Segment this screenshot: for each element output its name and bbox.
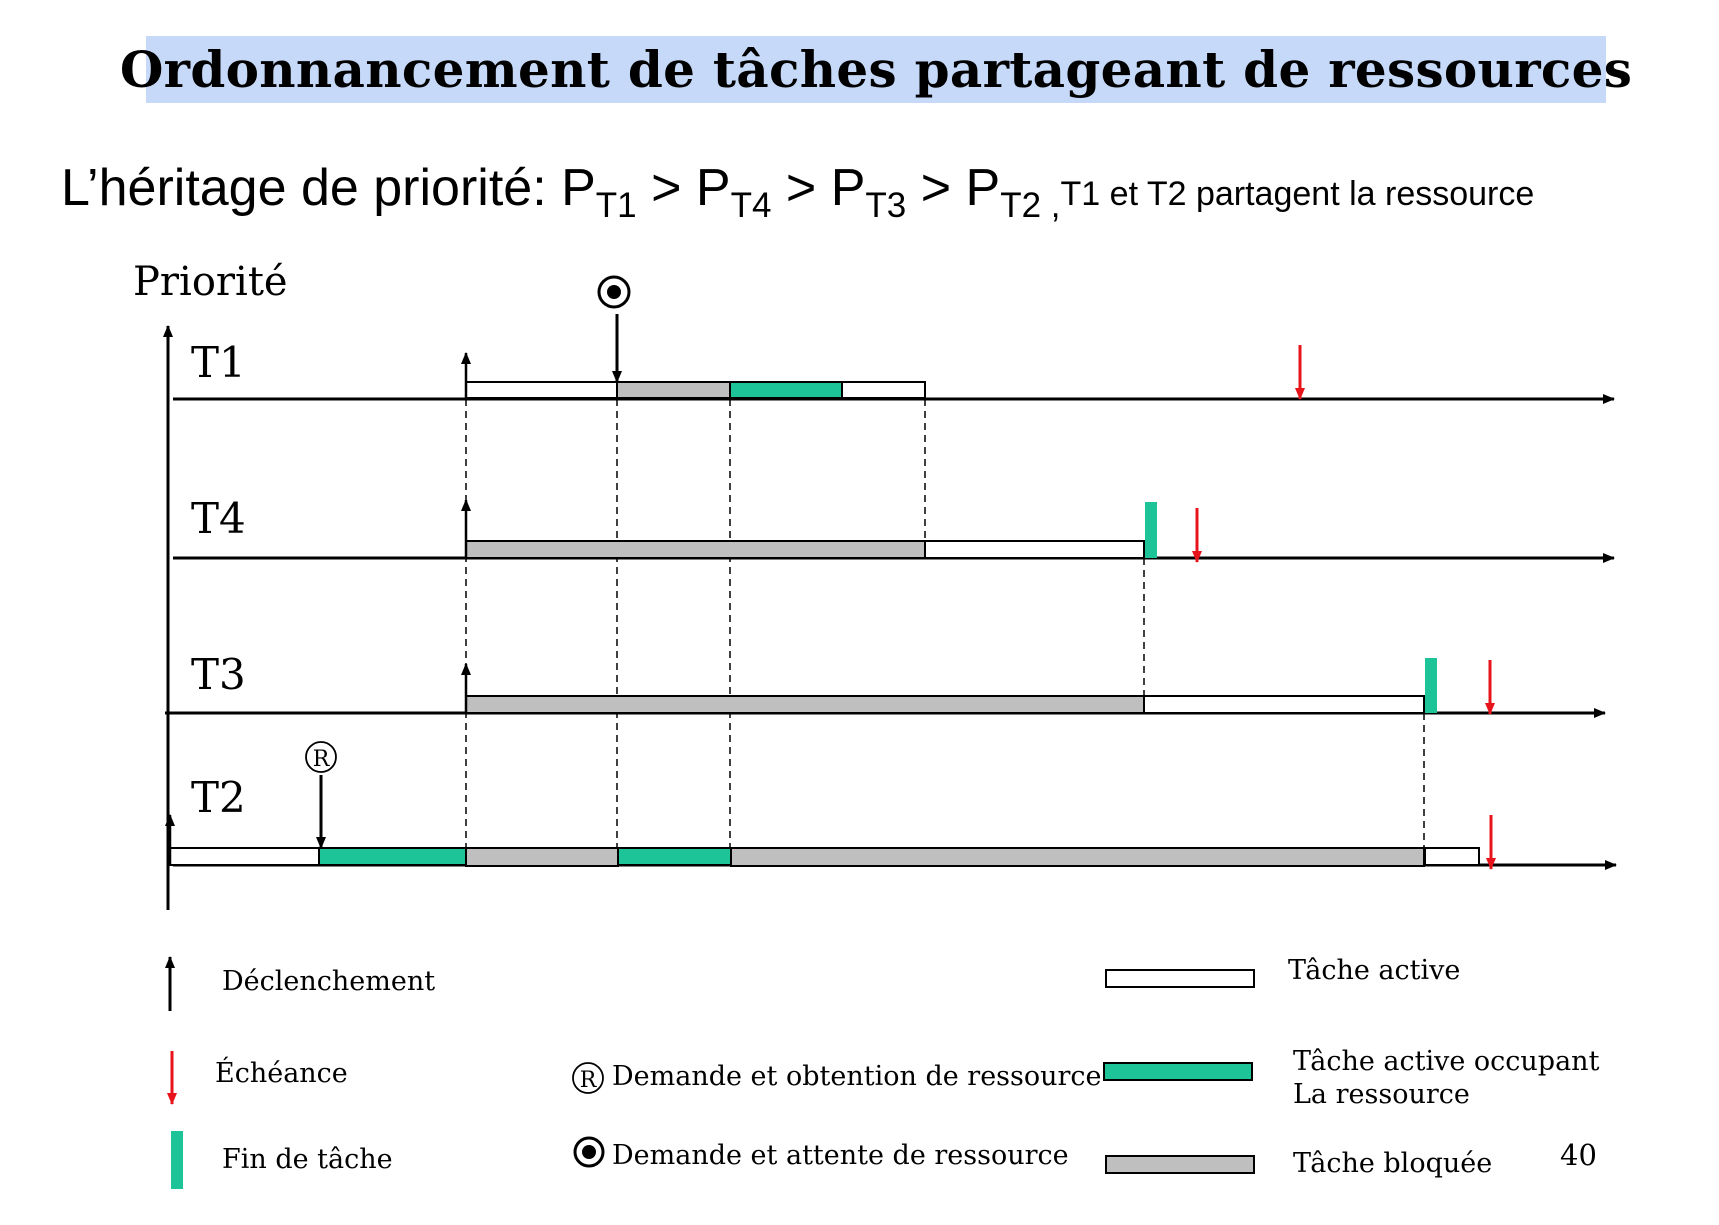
t2-resource-obtain-icon: R bbox=[305, 741, 337, 773]
legend-active-label: Tâche active bbox=[1288, 955, 1460, 986]
legend-resource-swatch bbox=[1103, 1062, 1253, 1081]
operator-3: > bbox=[906, 159, 966, 217]
priority-axis-label: Priorité bbox=[133, 259, 288, 305]
t2-resource-letter: R bbox=[313, 747, 331, 772]
legend-trigger-label: Déclenchement bbox=[222, 966, 435, 997]
task-label-t4: T4 bbox=[191, 494, 246, 543]
legend-request-wait-label: Demande et attente de ressource bbox=[612, 1140, 1069, 1171]
t2-resource-bar bbox=[318, 847, 467, 866]
legend-end-icon bbox=[171, 1131, 183, 1189]
t3-end-marker bbox=[1425, 658, 1437, 713]
t2-blocked-bar bbox=[465, 847, 619, 867]
legend-active-swatch bbox=[1105, 969, 1255, 988]
task-label-t2: T2 bbox=[191, 773, 246, 822]
t1-blocked-bar bbox=[616, 381, 731, 399]
t3-active-bar bbox=[1143, 695, 1425, 714]
priority-term-t3: P bbox=[830, 159, 866, 217]
t1-request-wait-icon bbox=[597, 275, 631, 309]
t1-active-bar bbox=[465, 381, 618, 399]
subtitle: L’héritage de priorité: PT1 > PT4 > PT3 … bbox=[61, 158, 1535, 225]
priority-sub-t3: T3 bbox=[865, 186, 907, 225]
legend-active-resource-label-1: Tâche active occupant bbox=[1293, 1046, 1600, 1077]
t4-end-marker bbox=[1145, 502, 1157, 558]
slide-title: Ordonnancement de tâches partageant de r… bbox=[119, 40, 1633, 99]
task-label-t3: T3 bbox=[191, 650, 246, 699]
t4-active-bar bbox=[924, 540, 1145, 559]
t4-blocked-bar bbox=[465, 540, 926, 559]
legend-end-label: Fin de tâche bbox=[222, 1144, 393, 1175]
legend-resource-letter: R bbox=[580, 1068, 598, 1093]
operator-2: > bbox=[771, 159, 831, 217]
priority-term-t2: P bbox=[965, 159, 1001, 217]
title-bar: Ordonnancement de tâches partageant de r… bbox=[120, 36, 1632, 103]
legend-blocked-swatch bbox=[1105, 1155, 1255, 1174]
legend-resource-obtain-icon: R bbox=[572, 1062, 604, 1094]
subtitle-lead: L’héritage de priorité: bbox=[61, 159, 562, 217]
legend-deadline-label: Échéance bbox=[215, 1056, 348, 1089]
t2-blocked-bar-2 bbox=[730, 847, 1425, 867]
t2-active-bar-2 bbox=[1424, 847, 1480, 866]
page-number: 40 bbox=[1560, 1138, 1597, 1172]
priority-term-t1: P bbox=[561, 159, 596, 217]
legend-active-resource-label-2: La ressource bbox=[1293, 1079, 1470, 1110]
t1-resource-bar bbox=[729, 381, 843, 399]
legend-request-obtain-label: Demande et obtention de ressource bbox=[612, 1061, 1102, 1092]
legend-blocked-label: Tâche bloquée bbox=[1293, 1148, 1492, 1179]
priority-term-t4: P bbox=[695, 159, 731, 217]
subtitle-comma: , bbox=[1041, 186, 1061, 225]
priority-sub-t2: T2 bbox=[1000, 186, 1042, 225]
t1-active-bar-2 bbox=[841, 381, 926, 399]
priority-sub-t1: T1 bbox=[595, 186, 637, 225]
t2-resource-bar-2 bbox=[617, 847, 732, 866]
subtitle-note: T1 et T2 partagent la ressource bbox=[1060, 175, 1535, 213]
legend-request-wait-icon bbox=[573, 1136, 605, 1168]
task-label-t1: T1 bbox=[191, 338, 246, 387]
operator-1: > bbox=[636, 159, 696, 217]
dashed-guides bbox=[465, 399, 1425, 865]
t2-active-bar bbox=[169, 847, 320, 866]
t3-blocked-bar bbox=[465, 695, 1145, 714]
priority-sub-t4: T4 bbox=[730, 186, 772, 225]
